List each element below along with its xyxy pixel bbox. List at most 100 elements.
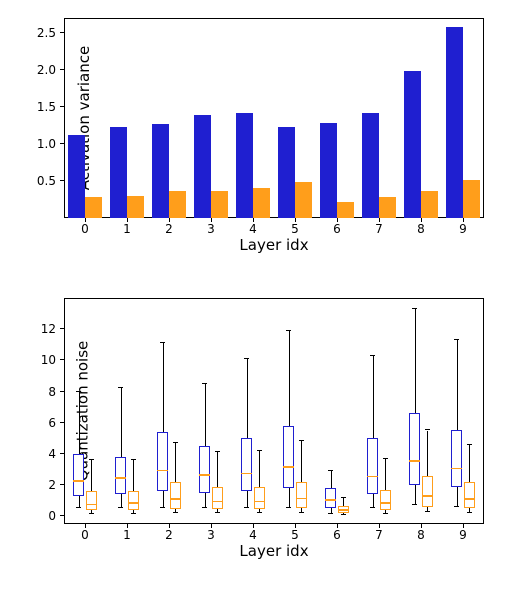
bar-xtick-label: 7 — [375, 222, 383, 236]
page: Activation variance Layer idx 0.51.01.52… — [0, 0, 516, 600]
box-series-b-median — [338, 509, 350, 511]
box-series-a-box — [451, 430, 463, 486]
bar-ytick-label: 2.0 — [37, 63, 56, 77]
box-series-a-whisker — [163, 491, 164, 508]
box-xtick-label: 1 — [123, 528, 131, 542]
box-chart-panel: Quantization noise Layer idx 02468101201… — [64, 298, 484, 524]
box-series-a-box — [115, 457, 127, 494]
bar-series-a — [152, 124, 169, 218]
box-series-a-whisker — [247, 359, 248, 438]
box-series-a-box — [157, 432, 169, 491]
box-series-b-cap — [299, 512, 305, 513]
bar-ytick-mark — [60, 106, 64, 107]
box-ytick-mark — [60, 359, 64, 360]
bar-xtick-label: 0 — [81, 222, 89, 236]
box-series-a-cap — [328, 513, 334, 514]
box-series-a-cap — [202, 383, 208, 384]
box-series-a-cap — [370, 507, 376, 508]
box-series-b-cap — [215, 512, 221, 513]
box-xtick-label: 2 — [165, 528, 173, 542]
bar-series-a — [404, 71, 421, 218]
box-ytick-label: 4 — [48, 447, 56, 461]
box-series-b-median — [212, 501, 224, 503]
bar-xtick-label: 4 — [249, 222, 257, 236]
box-series-b-cap — [425, 511, 431, 512]
box-xtick-mark — [337, 524, 338, 528]
bar-xtick-mark — [211, 218, 212, 222]
bar-ytick-mark — [60, 143, 64, 144]
bar-xtick-mark — [169, 218, 170, 222]
bar-xtick-label: 9 — [459, 222, 467, 236]
bar-ytick-mark — [60, 69, 64, 70]
box-xtick-label: 4 — [249, 528, 257, 542]
box-xtick-label: 5 — [291, 528, 299, 542]
box-series-a-median — [157, 470, 169, 472]
box-ytick-label: 12 — [41, 322, 56, 336]
box-series-b-box — [254, 487, 266, 510]
box-series-a-cap — [328, 470, 334, 471]
box-xtick-label: 8 — [417, 528, 425, 542]
box-series-a-median — [409, 460, 421, 462]
box-series-a-median — [115, 477, 127, 479]
box-xtick-mark — [253, 524, 254, 528]
box-series-a-median — [199, 474, 211, 476]
bar-series-a — [278, 127, 295, 218]
box-series-a-whisker — [289, 488, 290, 508]
box-series-a-cap — [244, 507, 250, 508]
bar-xtick-mark — [421, 218, 422, 222]
box-series-a-cap — [118, 507, 124, 508]
box-series-a-whisker — [163, 343, 164, 432]
box-series-b-cap — [299, 440, 305, 441]
box-series-a-median — [241, 473, 253, 475]
box-series-a-box — [73, 454, 85, 496]
box-series-b-cap — [215, 451, 221, 452]
box-series-b-whisker — [91, 460, 92, 491]
box-ytick-mark — [60, 328, 64, 329]
bar-xtick-mark — [85, 218, 86, 222]
box-ytick-label: 0 — [48, 509, 56, 523]
box-series-b-median — [380, 502, 392, 504]
box-series-a-whisker — [289, 331, 290, 426]
bar-series-a — [236, 113, 253, 218]
box-series-a-whisker — [457, 340, 458, 430]
box-series-b-box — [380, 490, 392, 510]
bar-xtick-label: 1 — [123, 222, 131, 236]
box-ytick-mark — [60, 515, 64, 516]
box-series-a-cap — [454, 339, 460, 340]
box-xtick-mark — [421, 524, 422, 528]
box-series-a-median — [451, 468, 463, 470]
box-series-b-median — [86, 504, 98, 506]
box-series-b-cap — [131, 459, 137, 460]
bar-series-a — [194, 115, 211, 218]
box-series-b-cap — [257, 512, 263, 513]
box-xtick-mark — [295, 524, 296, 528]
bar-xtick-label: 6 — [333, 222, 341, 236]
bar-series-b — [169, 191, 186, 218]
box-series-b-cap — [467, 512, 473, 513]
box-series-b-whisker — [259, 451, 260, 487]
bar-ytick-label: 1.5 — [37, 100, 56, 114]
box-xtick-label: 3 — [207, 528, 215, 542]
box-xtick-mark — [169, 524, 170, 528]
box-series-b-median — [170, 498, 182, 500]
bar-series-a — [110, 127, 127, 218]
bar-series-a — [446, 27, 463, 218]
bar-xtick-label: 8 — [417, 222, 425, 236]
box-series-a-whisker — [373, 494, 374, 508]
bar-series-b — [421, 191, 438, 218]
bar-xtick-mark — [463, 218, 464, 222]
bar-chart-xlabel: Layer idx — [239, 236, 308, 254]
box-series-a-cap — [118, 387, 124, 388]
box-series-a-cap — [76, 391, 82, 392]
box-series-a-cap — [202, 507, 208, 508]
box-series-b-box — [464, 482, 476, 508]
bar-series-b — [463, 180, 480, 218]
box-series-a-cap — [454, 506, 460, 507]
box-series-a-whisker — [415, 309, 416, 413]
bar-chart-axes — [64, 18, 484, 218]
bar-ytick-mark — [60, 180, 64, 181]
bar-ytick-label: 1.0 — [37, 137, 56, 151]
box-series-b-cap — [257, 450, 263, 451]
box-series-b-median — [422, 495, 434, 497]
box-series-b-median — [464, 498, 476, 500]
